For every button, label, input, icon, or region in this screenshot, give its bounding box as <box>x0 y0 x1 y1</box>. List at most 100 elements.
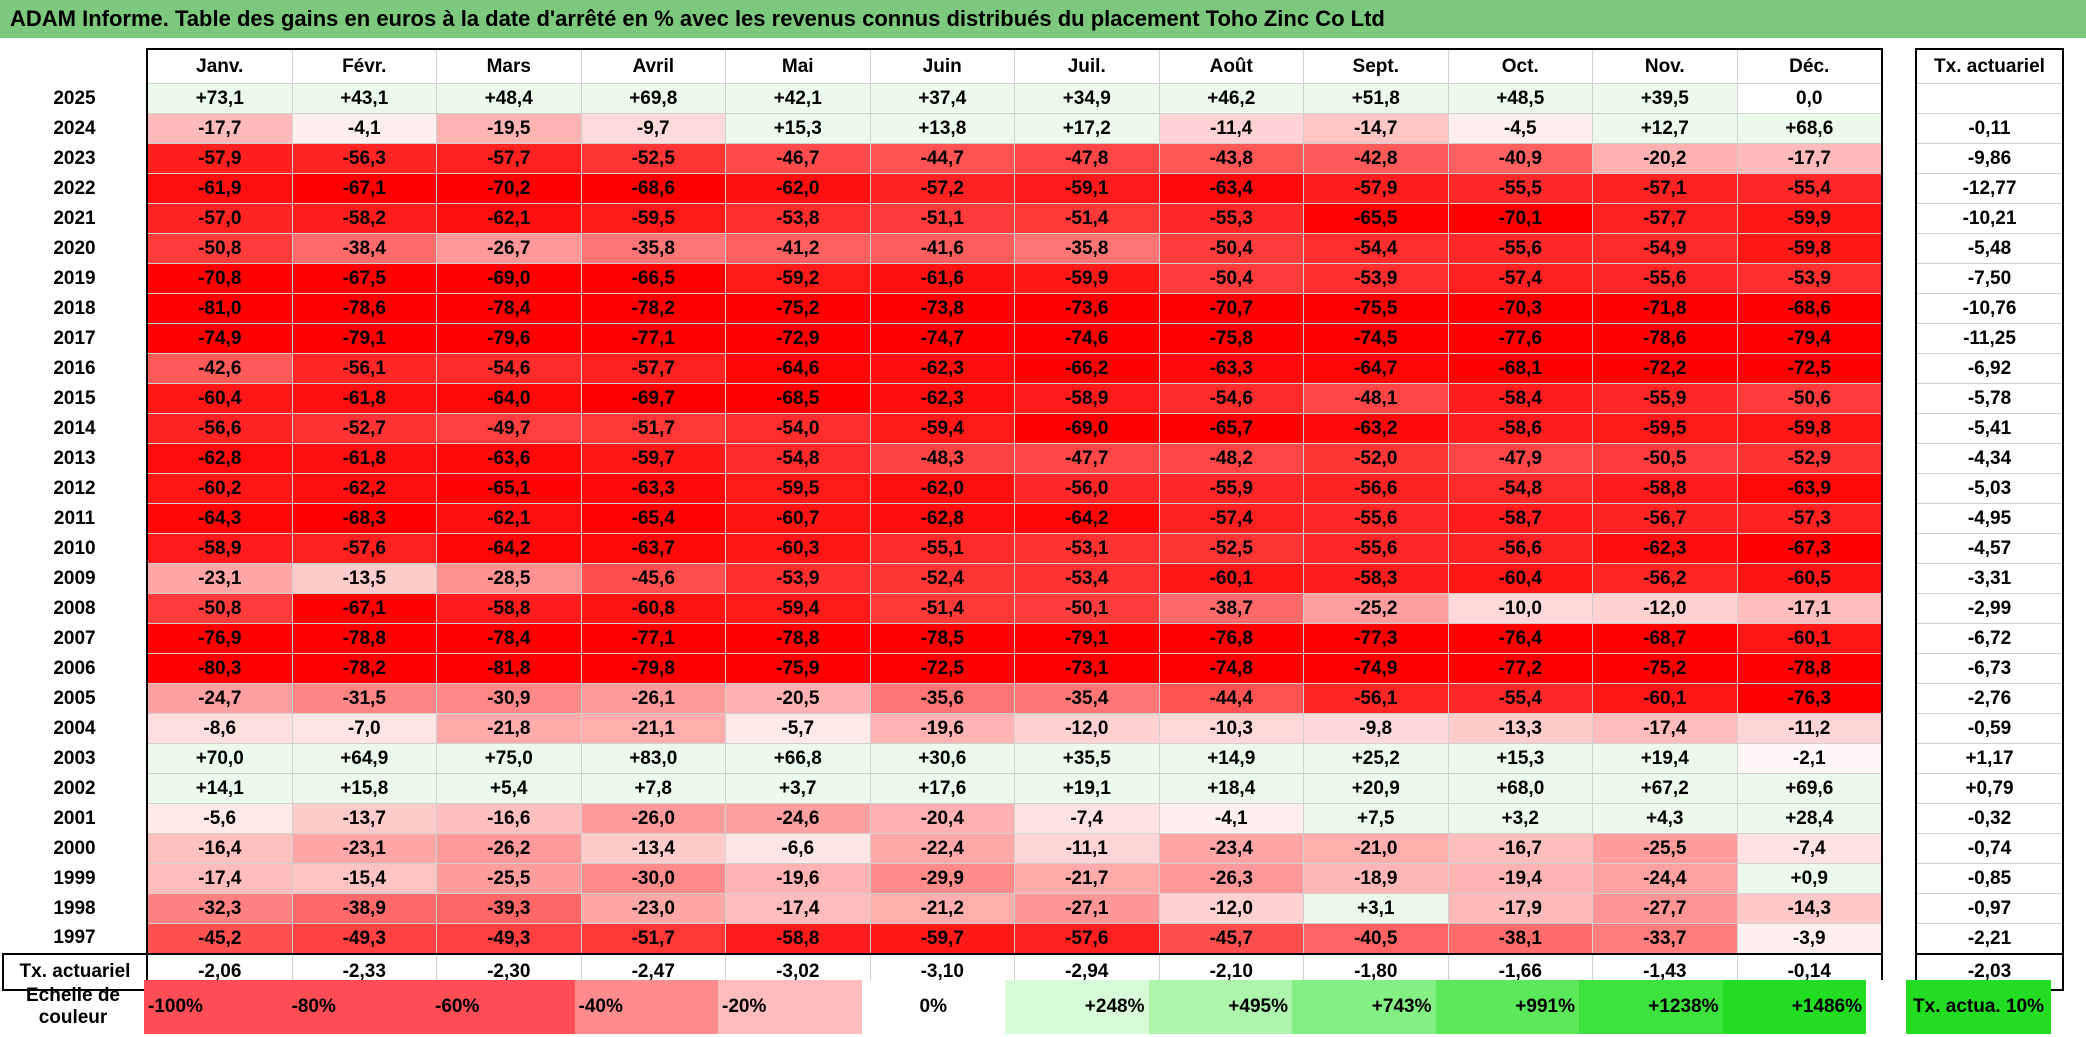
table-row: 1997 -45,2 -49,3 -49,3 -51,7 -58,8 -59,7 -57,6-… <box>3 923 2064 955</box>
annual-rate-cell: -0,59 <box>1915 713 2064 744</box>
gain-cell: -50,1 <box>1014 593 1160 624</box>
gain-cell: -11,1 <box>1014 833 1160 864</box>
gain-cell: -55,1 <box>869 533 1015 564</box>
gain-cell: -55,4 <box>1447 683 1593 714</box>
gain-cell: -42,6 <box>146 353 293 384</box>
gain-cell: -7,4 <box>1736 833 1883 864</box>
gain-cell: -52,4 <box>869 563 1015 594</box>
gain-cell: +35,5 <box>1014 743 1160 774</box>
gain-cell: -55,4 <box>1736 173 1883 204</box>
gain-cell: -4,5 <box>1447 113 1593 144</box>
gain-cell: -58,2 <box>291 203 437 234</box>
gain-cell: -78,8 <box>291 623 437 654</box>
gain-cell: -58,8 <box>725 923 871 955</box>
gain-cell: -19,4 <box>1447 863 1593 894</box>
gain-cell: -70,3 <box>1447 293 1593 324</box>
gain-cell: -33,7 <box>1592 923 1738 955</box>
gain-cell: +68,6 <box>1736 113 1883 144</box>
column-gap <box>1882 443 1916 474</box>
gain-cell: -53,4 <box>1014 563 1160 594</box>
gain-cell: -63,2 <box>1303 413 1449 444</box>
gain-cell: +3,7 <box>725 773 871 804</box>
gain-cell: +19,4 <box>1592 743 1738 774</box>
color-scale-swatch: -20% <box>718 980 862 1034</box>
gain-cell: -81,8 <box>436 653 582 684</box>
gain-cell: +14,1 <box>146 773 293 804</box>
table-row: 2008 -50,8 -67,1 -58,8 -60,8 -59,4 -51,4 -50,1-… <box>3 593 2064 624</box>
table-row: 2006 -80,3 -78,2 -81,8 -79,8 -75,9 -72,5 -73,1-… <box>3 653 2064 684</box>
gain-cell: +15,8 <box>291 773 437 804</box>
column-gap <box>1882 623 1916 654</box>
row-year-label: 2007 <box>53 627 96 649</box>
gain-cell: -56,7 <box>1592 503 1738 534</box>
gain-cell: -21,2 <box>869 893 1015 924</box>
gain-cell: -62,3 <box>869 383 1015 414</box>
gain-cell: -55,6 <box>1303 503 1449 534</box>
gain-cell: -11,2 <box>1736 713 1883 744</box>
gain-cell: -47,8 <box>1014 143 1160 174</box>
gain-cell: -57,7 <box>580 353 726 384</box>
gain-cell: -38,7 <box>1158 593 1304 624</box>
gain-cell: +12,7 <box>1592 113 1738 144</box>
gain-cell: -78,4 <box>436 293 582 324</box>
gain-cell: -18,9 <box>1303 863 1449 894</box>
gain-cell: -10,0 <box>1447 593 1593 624</box>
gain-cell: +48,4 <box>436 83 582 114</box>
gain-cell: -70,1 <box>1447 203 1593 234</box>
table-row: 2010 -58,9 -57,6 -64,2 -63,7 -60,3 -55,1 -53,1-… <box>3 533 2064 564</box>
gain-cell: -17,4 <box>725 893 871 924</box>
gain-cell: -26,1 <box>580 683 726 714</box>
gain-cell: -20,2 <box>1592 143 1738 174</box>
gain-cell: -59,7 <box>580 443 726 474</box>
gain-cell: -43,8 <box>1158 143 1304 174</box>
gain-cell: -17,4 <box>146 863 293 894</box>
gain-cell: -76,3 <box>1736 683 1883 714</box>
gain-cell: -35,4 <box>1014 683 1160 714</box>
gain-cell: -54,4 <box>1303 233 1449 264</box>
gain-cell: -64,0 <box>436 383 582 414</box>
gain-cell: -48,3 <box>869 443 1015 474</box>
gain-cell: -53,1 <box>1014 533 1160 564</box>
gain-cell: -40,5 <box>1303 923 1449 955</box>
gain-cell: -19,6 <box>725 863 871 894</box>
gain-cell: +15,3 <box>1447 743 1593 774</box>
gain-cell: -78,6 <box>291 293 437 324</box>
annual-rate-cell: -0,97 <box>1915 893 2064 924</box>
gain-cell: -68,1 <box>1447 353 1593 384</box>
gain-cell: -62,0 <box>869 473 1015 504</box>
row-year-label: 2005 <box>53 687 96 709</box>
gain-cell: -68,5 <box>725 383 871 414</box>
gain-cell: -40,9 <box>1447 143 1593 174</box>
gain-cell: -67,1 <box>291 173 437 204</box>
column-gap <box>1882 473 1916 504</box>
gain-cell: -55,5 <box>1447 173 1593 204</box>
table-row: 2023 -57,9 -56,3 -57,7 -52,5 -46,7 -44,7 -47,8-… <box>3 143 2064 174</box>
gain-cell: -72,5 <box>869 653 1015 684</box>
gain-cell: +69,8 <box>580 83 726 114</box>
gain-cell: -21,8 <box>436 713 582 744</box>
gain-cell: -30,9 <box>436 683 582 714</box>
color-scale-swatch: -60% <box>431 980 575 1034</box>
gain-cell: -50,6 <box>1736 383 1883 414</box>
gain-cell: -47,9 <box>1447 443 1593 474</box>
annual-rate-cell: -6,92 <box>1915 353 2064 384</box>
gain-cell: -54,9 <box>1592 233 1738 264</box>
gain-cell: -59,8 <box>1736 413 1883 444</box>
annual-rate-cell: -5,48 <box>1915 233 2064 264</box>
gain-cell: -24,6 <box>725 803 871 834</box>
month-header: Avril <box>580 48 726 84</box>
gain-cell: +46,2 <box>1158 83 1304 114</box>
gain-cell: -68,3 <box>291 503 437 534</box>
gain-cell: -52,5 <box>580 143 726 174</box>
gain-cell: -64,6 <box>725 353 871 384</box>
gain-cell: +68,0 <box>1447 773 1593 804</box>
annual-rate-cell: -12,77 <box>1915 173 2064 204</box>
gain-cell: -59,9 <box>1014 263 1160 294</box>
column-gap <box>1866 980 1906 1034</box>
color-scale-swatch: +495% <box>1148 980 1292 1034</box>
row-year-label: 2015 <box>53 387 96 409</box>
gain-cell: +34,9 <box>1014 83 1160 114</box>
gain-cell: -77,1 <box>580 323 726 354</box>
annual-rate-cell: -2,76 <box>1915 683 2064 714</box>
gain-cell: -38,4 <box>291 233 437 264</box>
